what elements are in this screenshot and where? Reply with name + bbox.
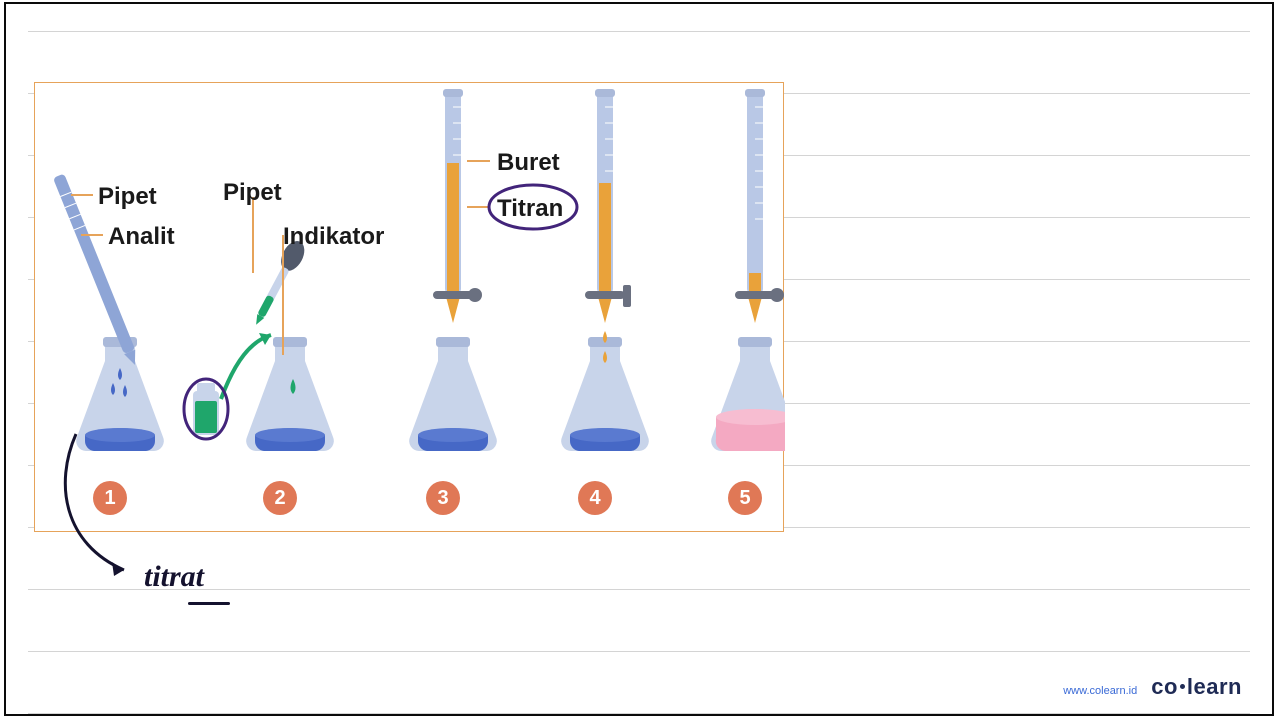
brand-dot-icon bbox=[1180, 684, 1185, 689]
step-badge-5: 5 bbox=[728, 481, 762, 515]
burette-5-icon bbox=[735, 89, 784, 323]
brand-left: co bbox=[1151, 674, 1178, 699]
step-badge-4: 4 bbox=[578, 481, 612, 515]
annotation-titrat-underline bbox=[188, 602, 230, 605]
footer-brand: colearn bbox=[1151, 674, 1242, 700]
annotation-titrat-text: titrat bbox=[144, 560, 204, 594]
titrat-arrow-annotation bbox=[34, 424, 234, 624]
footer: www.colearn.id colearn bbox=[1063, 674, 1242, 700]
label-analit: Analit bbox=[108, 223, 175, 251]
erlenmeyer-flask-5 bbox=[711, 337, 785, 451]
step-4-group bbox=[561, 89, 649, 451]
label-buret: Buret bbox=[497, 149, 560, 177]
page-frame: Pipet Analit Pipet Indikator Buret Titra… bbox=[4, 2, 1274, 716]
step-1-group bbox=[53, 173, 164, 451]
burette-4-icon bbox=[585, 89, 631, 323]
step-5-group bbox=[711, 89, 785, 451]
step-badge-3: 3 bbox=[426, 481, 460, 515]
erlenmeyer-flask-2 bbox=[246, 337, 334, 451]
footer-url: www.colearn.id bbox=[1063, 685, 1137, 697]
label-pipet-2: Pipet bbox=[223, 179, 282, 207]
erlenmeyer-flask-3 bbox=[409, 337, 497, 451]
step-badge-2: 2 bbox=[263, 481, 297, 515]
label-titran: Titran bbox=[497, 195, 563, 223]
brand-right: learn bbox=[1187, 674, 1242, 699]
indicator-arrow-icon bbox=[221, 335, 271, 399]
label-indikator: Indikator bbox=[283, 223, 384, 251]
step-3-group bbox=[409, 89, 497, 451]
label-pipet: Pipet bbox=[98, 183, 157, 211]
